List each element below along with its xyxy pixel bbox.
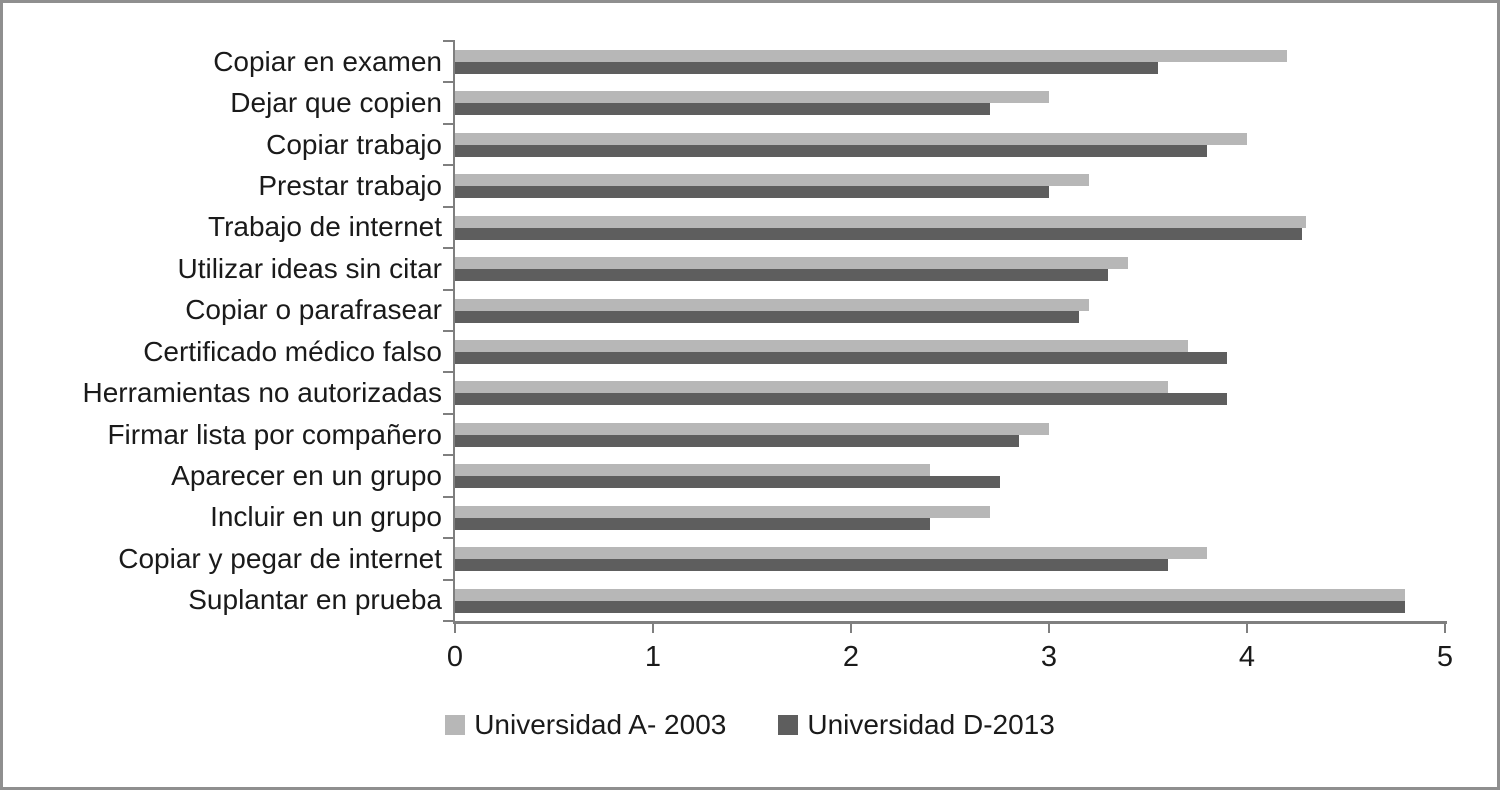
category-label: Firmar lista por compañero [107, 418, 442, 450]
x-axis-tick-label: 1 [644, 641, 662, 673]
legend-label: Universidad A- 2003 [474, 709, 727, 740]
x-axis-tick-label: 0 [446, 641, 464, 673]
category-label: Suplantar en prueba [188, 584, 442, 616]
legend-swatch-icon [445, 715, 466, 735]
x-axis-tick [850, 624, 852, 633]
y-axis-tick [443, 454, 455, 457]
y-axis-tick [443, 81, 455, 84]
category-label: Herramientas no autorizadas [82, 377, 442, 409]
legend-label: Universidad D-2013 [807, 709, 1055, 740]
plot-area: Copiar en examen Dejar que copien Copiar t… [82, 40, 1453, 673]
bar-series-0-cat-12 [455, 547, 1208, 560]
y-axis-tick [443, 330, 455, 332]
category-row: Trabajo de internet [208, 207, 1445, 248]
x-axis-tick [454, 624, 456, 633]
category-label: Dejar que copien [230, 87, 442, 119]
bar-series-1-cat-6 [455, 310, 1079, 323]
bar-series-0-cat-3 [455, 174, 1089, 187]
category-row: Suplantar en prueba [188, 580, 1445, 621]
category-label: Copiar en examen [213, 45, 442, 77]
bar-series-0-cat-1 [455, 91, 1049, 104]
bar-series-0-cat-4 [455, 215, 1307, 228]
x-axis-tick-label: 4 [1238, 641, 1256, 673]
category-label: Copiar y pegar de internet [118, 542, 442, 574]
category-label: Certificado médico falso [143, 335, 442, 367]
y-axis-tick [443, 537, 455, 540]
y-axis-tick [443, 495, 455, 498]
category-row: Certificado médico falso [143, 331, 1445, 372]
x-axis-tick-label: 2 [842, 641, 860, 673]
category-row: Copiar trabajo [266, 124, 1445, 165]
category-row: Copiar o parafrasear [185, 290, 1445, 331]
bar-series-1-cat-9 [455, 434, 1020, 447]
y-axis-tick [443, 412, 455, 415]
bar-series-1-cat-8 [455, 393, 1228, 406]
bar-series-1-cat-10 [455, 476, 1000, 489]
bar-series-0-cat-2 [455, 132, 1247, 145]
y-axis-tick [443, 40, 455, 42]
bar-series-0-cat-7 [455, 340, 1188, 352]
bar-series-1-cat-4 [455, 227, 1303, 240]
bar-series-0-cat-0 [455, 50, 1287, 62]
category-row: Copiar y pegar de internet [118, 538, 1445, 579]
x-axis-tick-label: 5 [1436, 641, 1454, 673]
category-row: Aparecer en un grupo [171, 455, 1445, 496]
x-axis-tick [1048, 624, 1050, 633]
legend-item: Universidad A- 2003 [445, 709, 726, 741]
x-axis-tick-label: 3 [1040, 641, 1058, 673]
bar-series-1-cat-2 [455, 144, 1208, 157]
category-label: Aparecer en un grupo [171, 459, 442, 491]
x-axis-tick [652, 624, 654, 633]
y-axis-line [453, 41, 455, 623]
bar-series-1-cat-5 [455, 269, 1109, 282]
category-label: Trabajo de internet [208, 211, 442, 243]
category-row: Utilizar ideas sin citar [177, 248, 1445, 289]
bar-series-1-cat-3 [455, 186, 1049, 199]
category-label: Copiar trabajo [266, 128, 442, 160]
y-axis-tick [443, 247, 455, 250]
bar-series-0-cat-10 [455, 464, 931, 477]
y-axis-tick [443, 578, 455, 581]
bar-series-0-cat-8 [455, 381, 1168, 394]
category-row: Prestar trabajo [258, 165, 1445, 206]
category-row: Dejar que copien [230, 82, 1445, 123]
bar-series-1-cat-7 [455, 352, 1228, 364]
y-axis-tick [443, 122, 455, 125]
category-label: Copiar o parafrasear [185, 294, 442, 326]
y-axis-tick [443, 205, 455, 208]
bar-series-0-cat-11 [455, 505, 990, 518]
y-axis-tick [443, 164, 455, 167]
bar-series-0-cat-5 [455, 257, 1129, 270]
category-row: Incluir en un grupo [210, 497, 1445, 538]
x-axis-tick [1444, 624, 1446, 633]
bar-series-1-cat-1 [455, 103, 990, 116]
bar-series-0-cat-13 [455, 588, 1406, 601]
bar-series-0-cat-9 [455, 422, 1049, 435]
bar-series-0-cat-6 [455, 298, 1089, 311]
legend: Universidad A- 2003 Universidad D-2013 [3, 709, 1497, 741]
bar-series-1-cat-0 [455, 62, 1158, 74]
bar-series-1-cat-13 [455, 600, 1406, 613]
category-row: Copiar en examen [213, 41, 1445, 82]
y-axis-tick [443, 288, 455, 291]
bar-series-1-cat-11 [455, 517, 931, 530]
x-axis-tick [1246, 624, 1248, 633]
category-label: Prestar trabajo [258, 169, 442, 201]
category-label: Incluir en un grupo [210, 501, 442, 533]
category-row: Herramientas no autorizadas [82, 372, 1445, 413]
legend-item: Universidad D-2013 [778, 709, 1055, 741]
category-label: Utilizar ideas sin citar [177, 252, 442, 284]
legend-swatch-icon [778, 715, 799, 735]
y-axis-tick [443, 371, 455, 374]
category-row: Firmar lista por compañero [107, 414, 1445, 455]
y-axis-tick [443, 620, 455, 622]
x-axis-line [453, 621, 1447, 624]
bar-series-1-cat-12 [455, 559, 1168, 572]
